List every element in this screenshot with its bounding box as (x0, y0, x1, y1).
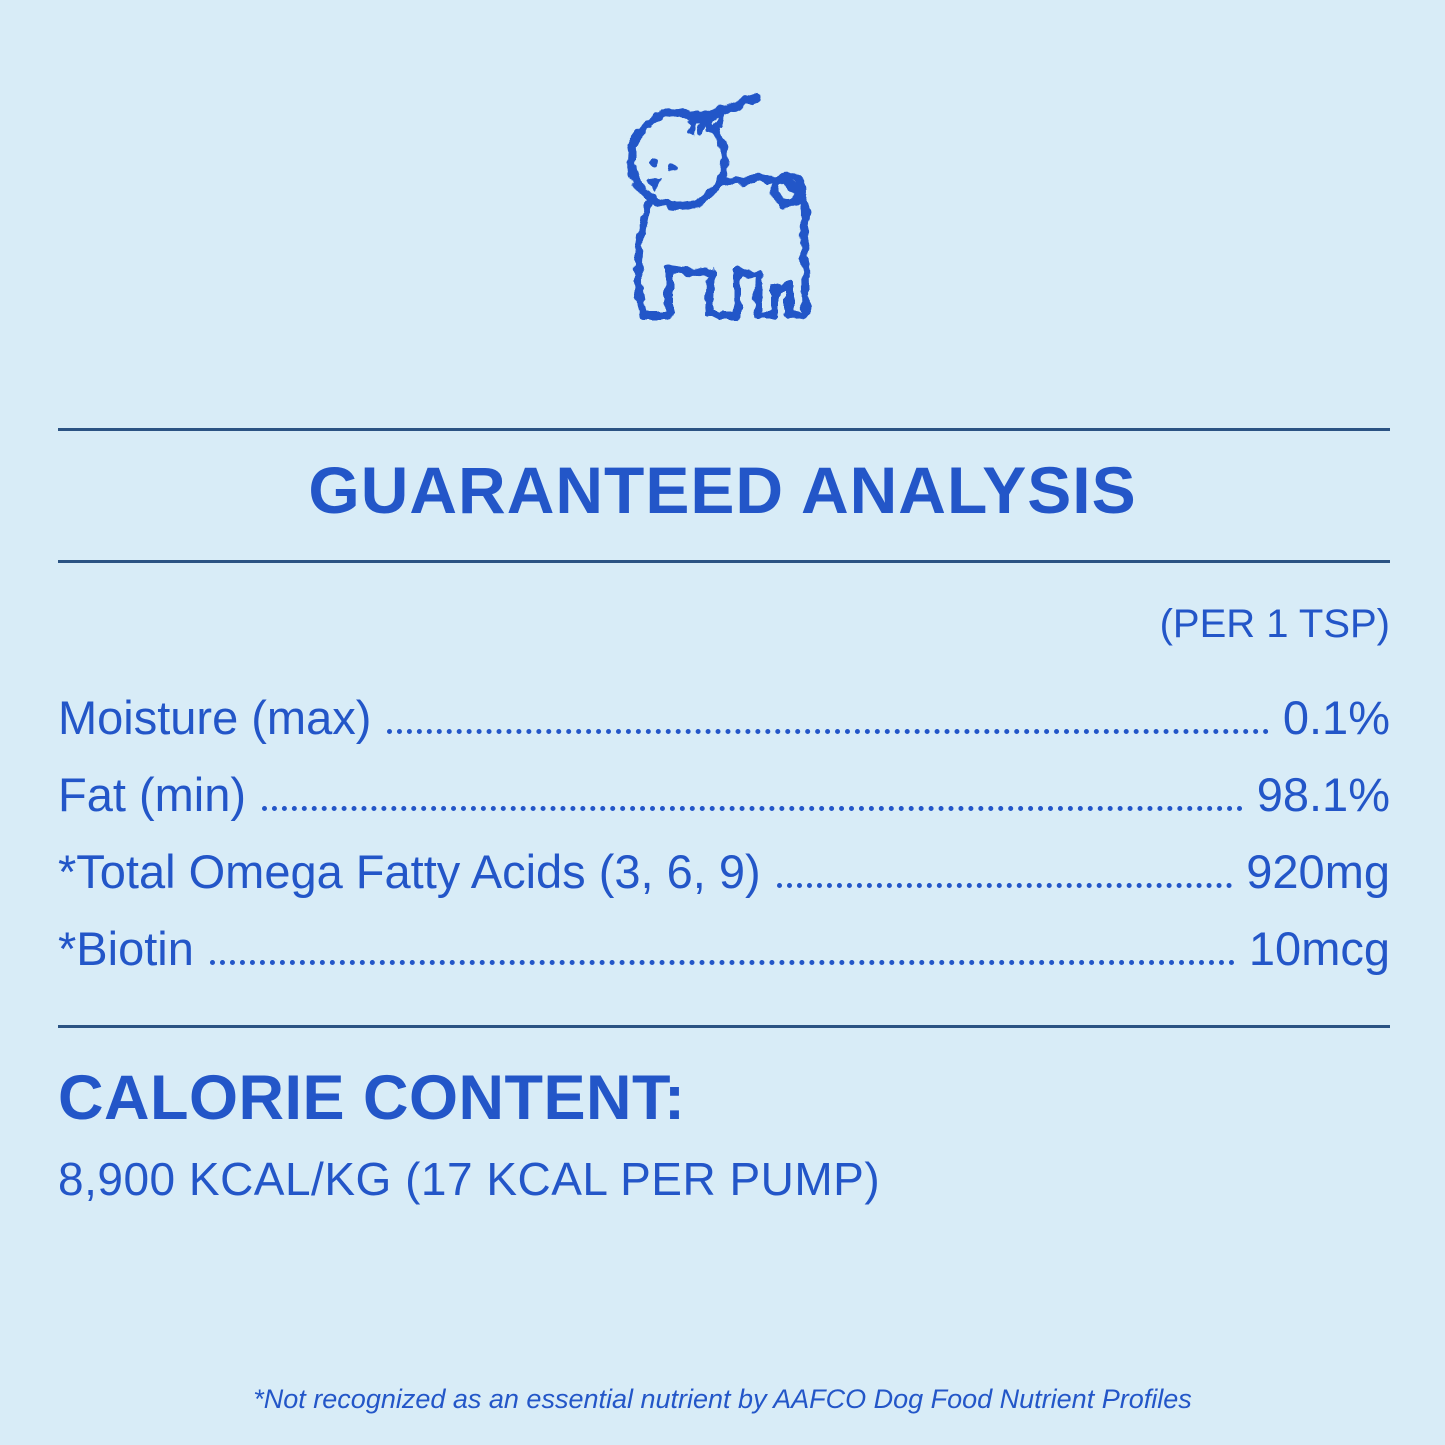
row-label: Moisture (max) (58, 691, 372, 744)
aafco-footnote: *Not recognized as an essential nutrient… (253, 1384, 1192, 1414)
row-value: 0.1% (1282, 691, 1390, 744)
row-value: 98.1% (1256, 768, 1390, 821)
row-value: 10mcg (1248, 922, 1390, 975)
analysis-row-moisture: Moisture (max) 0.1% (58, 691, 1390, 745)
calorie-content-title: CALORIE CONTENT: (58, 1063, 686, 1133)
dot-leader (209, 960, 1235, 965)
analysis-row-fat: Fat (min) 98.1% (58, 768, 1390, 822)
analysis-row-biotin: *Biotin 10mcg (58, 922, 1390, 976)
divider-under-title (58, 560, 1390, 563)
dog-grooming-icon (623, 88, 823, 338)
dot-leader (776, 883, 1233, 888)
calorie-content-section: CALORIE CONTENT: 8,900 KCAL/KG (17 KCAL … (58, 1062, 1390, 1206)
divider-top (58, 428, 1390, 431)
divider-above-calories (58, 1025, 1390, 1028)
serving-size-note: (PER 1 TSP) (1159, 602, 1390, 646)
row-value: 920mg (1246, 845, 1390, 898)
calorie-content-value: 8,900 KCAL/KG (17 KCAL PER PUMP) (58, 1153, 881, 1205)
analysis-table: (PER 1 TSP) Moisture (max) 0.1% Fat (min… (58, 601, 1390, 999)
dot-leader (262, 806, 1243, 811)
row-label: Fat (min) (58, 768, 246, 821)
analysis-row-omega-fatty-acids: *Total Omega Fatty Acids (3, 6, 9) 920mg (58, 845, 1390, 899)
dot-leader (387, 729, 1269, 734)
row-label: *Biotin (58, 922, 194, 975)
row-label: *Total Omega Fatty Acids (3, 6, 9) (58, 845, 761, 898)
guaranteed-analysis-title: GUARANTEED ANALYSIS (308, 453, 1137, 527)
dog-grooming-icon-svg (626, 93, 810, 320)
